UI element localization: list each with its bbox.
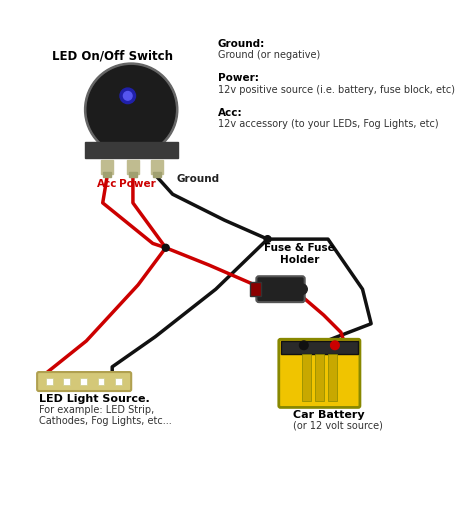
Bar — [127, 160, 139, 174]
Bar — [250, 282, 261, 296]
Text: (or 12 volt source): (or 12 volt source) — [293, 420, 383, 430]
Text: LED On/Off Switch: LED On/Off Switch — [52, 49, 173, 63]
Circle shape — [87, 66, 175, 154]
FancyBboxPatch shape — [279, 339, 360, 408]
Bar — [98, 378, 104, 385]
Bar — [328, 354, 337, 401]
Bar — [153, 172, 162, 177]
Text: Acc:: Acc: — [218, 108, 242, 118]
Bar — [302, 354, 311, 401]
Text: 12v positive source (i.e. battery, fuse block, etc): 12v positive source (i.e. battery, fuse … — [218, 85, 455, 94]
Text: Ground (or negative): Ground (or negative) — [218, 50, 320, 60]
Bar — [115, 378, 122, 385]
Bar — [84, 142, 178, 158]
Circle shape — [123, 91, 132, 100]
Circle shape — [297, 284, 307, 294]
Circle shape — [264, 236, 271, 242]
Circle shape — [84, 63, 178, 156]
Text: LED Light Source.: LED Light Source. — [39, 394, 150, 405]
Bar — [63, 378, 70, 385]
Circle shape — [120, 88, 136, 104]
Circle shape — [300, 341, 308, 349]
Text: Fuse & Fuse
Holder: Fuse & Fuse Holder — [264, 243, 335, 265]
Circle shape — [162, 244, 169, 251]
Bar — [101, 160, 113, 174]
Bar — [151, 160, 163, 174]
Bar — [128, 172, 137, 177]
FancyBboxPatch shape — [256, 276, 305, 302]
Bar — [46, 378, 53, 385]
Text: For example: LED Strip,
Cathodes, Fog Lights, etc...: For example: LED Strip, Cathodes, Fog Li… — [39, 405, 172, 426]
Text: Power: Power — [119, 179, 155, 189]
Text: 12v accessory (to your LEDs, Fog Lights, etc): 12v accessory (to your LEDs, Fog Lights,… — [218, 119, 438, 129]
Text: Power:: Power: — [218, 73, 258, 83]
Bar — [80, 378, 87, 385]
Bar — [281, 341, 358, 354]
Text: Car Battery: Car Battery — [293, 410, 365, 420]
Bar — [315, 354, 324, 401]
FancyBboxPatch shape — [37, 372, 131, 391]
Text: Ground:: Ground: — [218, 39, 265, 49]
Circle shape — [330, 341, 339, 349]
Text: Ground: Ground — [176, 174, 219, 183]
Bar — [103, 172, 111, 177]
Text: Acc: Acc — [97, 179, 117, 189]
